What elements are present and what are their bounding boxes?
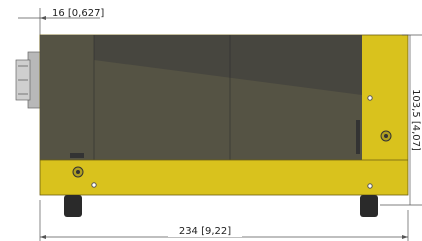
device-body: [40, 35, 408, 195]
connector: [16, 52, 42, 108]
dimension-width-offset: 16 [0,627]: [52, 8, 104, 19]
dimension-length: 234 [9,22]: [179, 226, 231, 237]
dimension-height: 103,5 [4,07]: [410, 89, 421, 151]
drawing: 16 [0,627] 103,5 [4,07]: [0, 0, 422, 241]
feet: [64, 195, 378, 217]
dimension-bottom: 234 [9,22]: [40, 200, 408, 241]
